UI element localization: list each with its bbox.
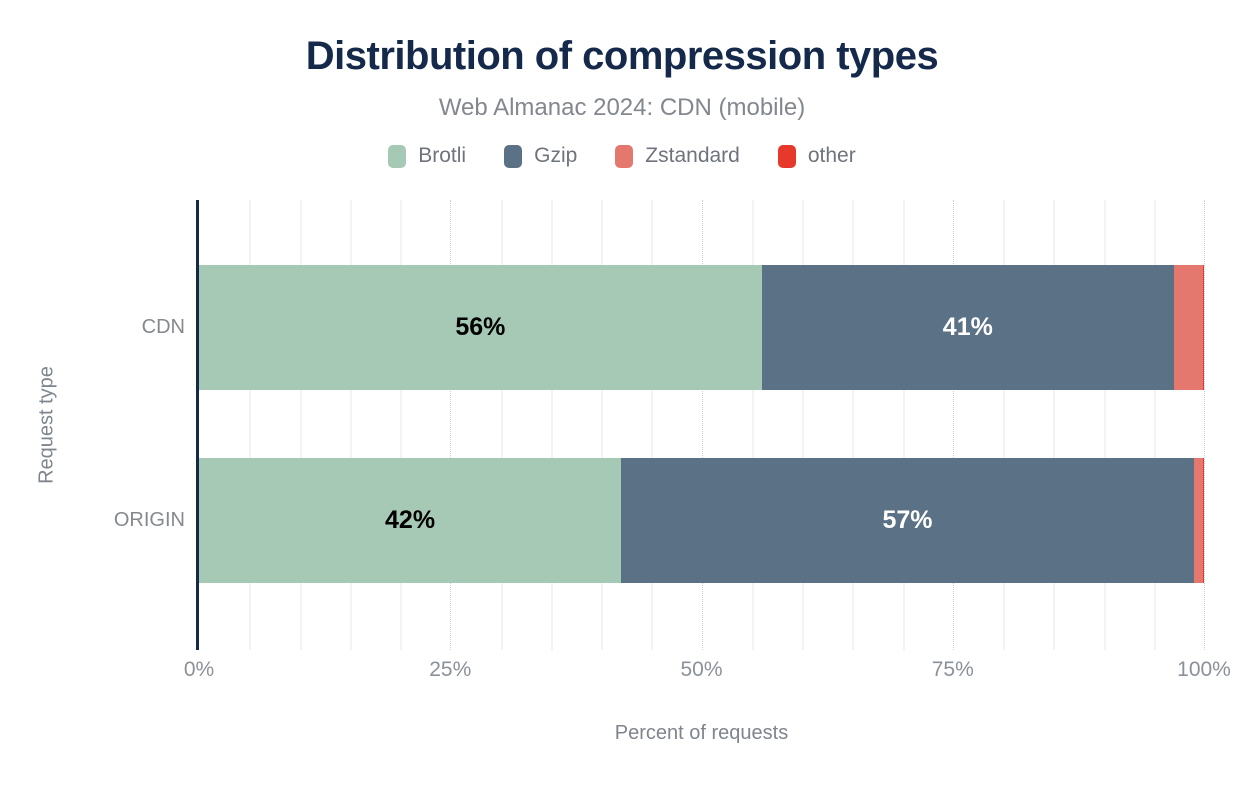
bar-segment-origin-zstandard[interactable] — [1193, 458, 1203, 583]
bar-segment-cdn-zstandard[interactable] — [1173, 265, 1203, 390]
gridline-minor — [500, 200, 503, 650]
category-label-cdn: CDN — [141, 315, 185, 338]
plot-area: 56% 41% 42% 57% — [199, 200, 1205, 650]
gridline-major — [701, 200, 703, 650]
legend-label: Brotli — [418, 144, 467, 167]
x-tick-label-75: 75% — [931, 658, 974, 681]
legend-item-gzip[interactable]: Gzip — [504, 144, 577, 168]
bar-row-cdn: 56% 41% — [199, 265, 1204, 390]
gridline-minor — [601, 200, 603, 650]
legend-item-zstandard[interactable]: Zstandard — [615, 144, 740, 168]
value-label: 42% — [385, 506, 436, 534]
value-label: 57% — [882, 506, 933, 534]
y-axis-line — [196, 200, 199, 650]
gridline-minor — [299, 200, 302, 650]
legend-swatch-icon — [388, 144, 407, 168]
chart-title: Distribution of compression types — [305, 34, 939, 78]
legend-label: Zstandard — [645, 144, 740, 167]
gridline-minor — [1103, 200, 1106, 650]
x-tick-label-50: 50% — [680, 658, 723, 681]
gridline-minor — [550, 200, 553, 650]
value-label: 41% — [942, 313, 993, 341]
chart-subtitle: Web Almanac 2024: CDN (mobile) — [438, 94, 806, 121]
gridline-minor — [852, 200, 855, 650]
category-label-origin: ORIGIN — [113, 508, 185, 531]
chart-legend: Brotli Gzip Zstandard other — [0, 144, 1244, 168]
bar-segment-cdn-other[interactable] — [1202, 265, 1204, 390]
x-tick-label-0: 0% — [183, 658, 215, 681]
gridline-minor — [1053, 200, 1056, 650]
gridline-minor — [651, 200, 654, 650]
legend-label: other — [807, 144, 856, 167]
x-tick-label-100: 100% — [1177, 658, 1231, 681]
legend-swatch-icon — [615, 144, 634, 168]
gridline-major — [952, 200, 954, 650]
gridline-minor — [400, 200, 402, 650]
gridline-minor — [802, 200, 804, 650]
legend-label: Gzip — [534, 144, 578, 167]
gridline-minor — [1003, 200, 1005, 650]
legend-item-other[interactable]: other — [777, 144, 856, 168]
x-tick-label-25: 25% — [429, 658, 472, 681]
bar-segment-cdn-brotli[interactable]: 56% — [199, 265, 762, 390]
legend-swatch-icon — [504, 144, 523, 168]
bar-segment-origin-other[interactable] — [1202, 458, 1204, 583]
gridline-major — [450, 200, 452, 650]
gridline-minor — [1153, 200, 1156, 650]
x-axis-title: Percent of requests — [614, 722, 789, 744]
bar-segment-cdn-gzip[interactable]: 41% — [761, 265, 1174, 390]
bar-segment-origin-gzip[interactable]: 57% — [621, 458, 1194, 583]
gridline-minor — [751, 200, 754, 650]
gridline-minor — [902, 200, 905, 650]
bar-segment-origin-brotli[interactable]: 42% — [199, 458, 622, 583]
y-axis-title: Request type — [35, 366, 58, 484]
bar-row-origin: 42% 57% — [199, 458, 1204, 583]
legend-swatch-icon — [777, 144, 796, 168]
value-label: 56% — [455, 313, 506, 341]
gridline-minor — [349, 200, 352, 650]
gridline-minor — [249, 200, 252, 650]
legend-item-brotli[interactable]: Brotli — [388, 144, 466, 168]
gridline-major — [1204, 200, 1205, 650]
